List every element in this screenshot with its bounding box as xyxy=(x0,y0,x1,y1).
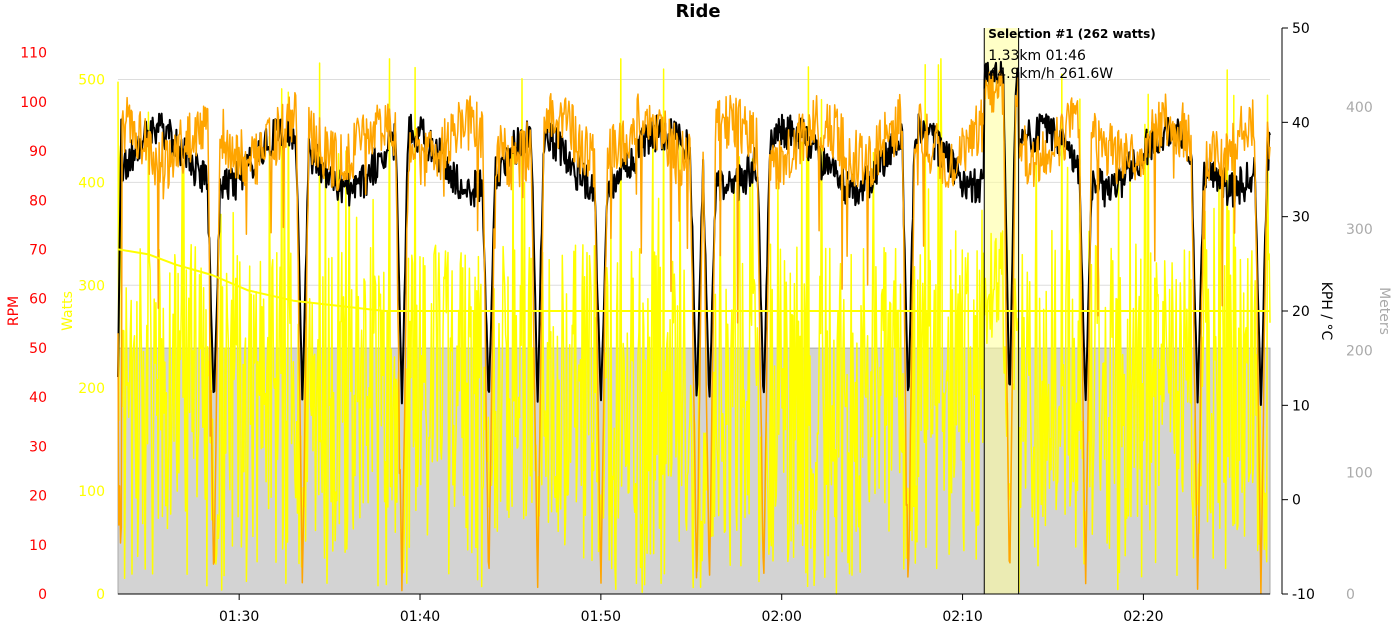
kph-axis-label: KPH / °C xyxy=(1318,282,1334,341)
kph-tick-label-2: 10 xyxy=(1292,398,1310,414)
watts-axis-label: Watts xyxy=(60,291,76,331)
x-tick-label-1: 01:40 xyxy=(400,609,440,625)
chart-title: Ride xyxy=(675,1,720,22)
rpm-tick-label-2: 20 xyxy=(29,489,47,505)
kph-tick-label-1: 0 xyxy=(1292,493,1301,509)
watts-tick-label-1: 100 xyxy=(78,484,105,500)
kph-tick-label-0: -10 xyxy=(1292,587,1315,603)
series-cadence-line xyxy=(117,70,1271,595)
rpm-tick-label-4: 40 xyxy=(29,390,47,406)
selection-title: Selection #1 (262 watts) xyxy=(988,27,1156,41)
kph-tick-label-5: 40 xyxy=(1292,115,1310,131)
selection-info: Selection #1 (262 watts) 1.33km 01:46 44.9… xyxy=(988,27,1156,82)
meters-axis-label: Meters xyxy=(1376,287,1392,335)
selection-line-1: 1.33km 01:46 xyxy=(988,48,1086,64)
rpm-tick-label-7: 70 xyxy=(29,242,47,258)
watts-tick-label-3: 300 xyxy=(78,278,105,294)
x-tick-label-3: 02:00 xyxy=(762,609,802,625)
rpm-tick-label-0: 0 xyxy=(38,587,47,603)
meters-tick-label-3: 300 xyxy=(1346,222,1373,238)
meters-tick-label-0: 0 xyxy=(1346,587,1355,603)
watts-tick-label-0: 0 xyxy=(96,587,105,603)
watts-tick-label-4: 400 xyxy=(78,175,105,191)
rpm-tick-label-11: 110 xyxy=(20,46,47,62)
watts-tick-label-2: 200 xyxy=(78,381,105,397)
kph-tick-label-3: 20 xyxy=(1292,304,1310,320)
rpm-tick-label-5: 50 xyxy=(29,341,47,357)
rpm-tick-label-9: 90 xyxy=(29,144,47,160)
rpm-tick-label-3: 30 xyxy=(29,439,47,455)
selection-line-2: 44.9km/h 261.6W xyxy=(988,66,1113,82)
series-speed-line xyxy=(117,60,1271,406)
rpm-axis-label: RPM xyxy=(6,296,22,326)
rpm-tick-label-1: 10 xyxy=(29,538,47,554)
watts-tick-label-5: 500 xyxy=(78,72,105,88)
meters-tick-label-2: 200 xyxy=(1346,344,1373,360)
rpm-tick-label-8: 80 xyxy=(29,193,47,209)
x-tick-label-2: 01:50 xyxy=(581,609,621,625)
rpm-tick-label-10: 100 xyxy=(20,95,47,111)
x-tick-label-5: 02:20 xyxy=(1123,609,1163,625)
meters-tick-label-1: 100 xyxy=(1346,465,1373,481)
x-tick-label-0: 01:30 xyxy=(219,609,259,625)
rpm-tick-label-6: 60 xyxy=(29,292,47,308)
series-average-power-line xyxy=(117,248,1270,312)
kph-tick-label-4: 30 xyxy=(1292,210,1310,226)
meters-tick-label-4: 400 xyxy=(1346,100,1373,116)
x-tick-label-4: 02:10 xyxy=(942,609,982,625)
kph-tick-label-6: 50 xyxy=(1292,21,1310,37)
